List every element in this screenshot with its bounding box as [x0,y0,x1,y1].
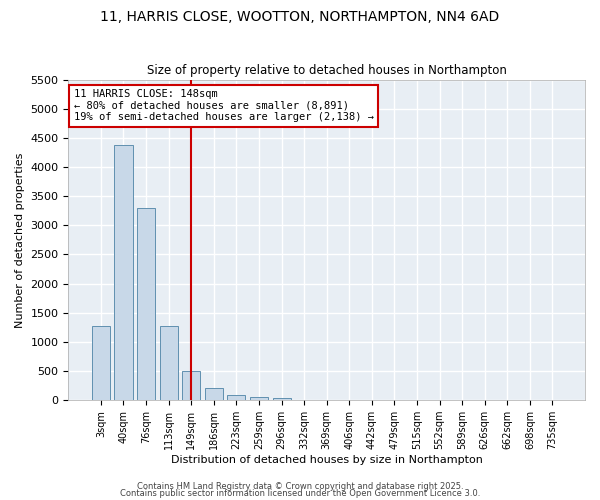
Bar [182,371,200,400]
Bar [92,326,110,400]
Bar [115,145,133,400]
Text: 11 HARRIS CLOSE: 148sqm
← 80% of detached houses are smaller (8,891)
19% of semi: 11 HARRIS CLOSE: 148sqm ← 80% of detache… [74,89,374,122]
Bar [227,395,245,400]
X-axis label: Distribution of detached houses by size in Northampton: Distribution of detached houses by size … [171,455,482,465]
Text: Contains public sector information licensed under the Open Government Licence 3.: Contains public sector information licen… [120,489,480,498]
Bar [137,208,155,400]
Bar [272,398,290,400]
Bar [250,397,268,400]
Text: Contains HM Land Registry data © Crown copyright and database right 2025.: Contains HM Land Registry data © Crown c… [137,482,463,491]
Bar [205,388,223,400]
Text: 11, HARRIS CLOSE, WOOTTON, NORTHAMPTON, NN4 6AD: 11, HARRIS CLOSE, WOOTTON, NORTHAMPTON, … [100,10,500,24]
Bar [160,326,178,400]
Y-axis label: Number of detached properties: Number of detached properties [15,152,25,328]
Title: Size of property relative to detached houses in Northampton: Size of property relative to detached ho… [147,64,506,77]
